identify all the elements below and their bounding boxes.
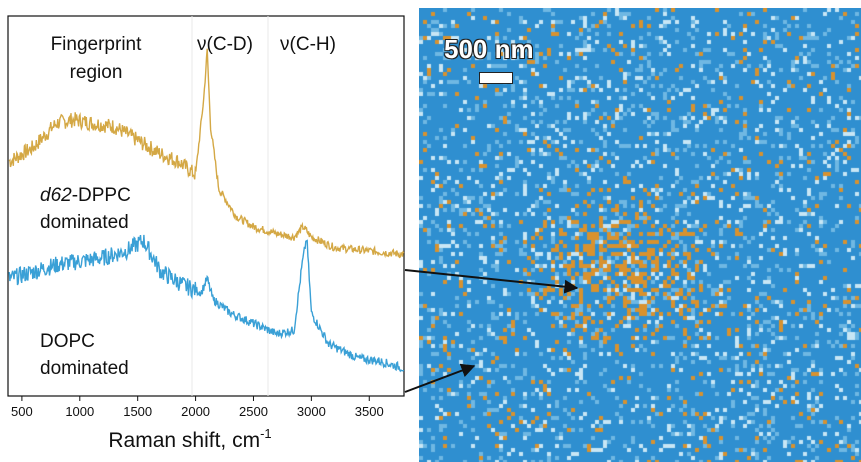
- x-axis-title: Raman shift, cm-1: [108, 426, 271, 452]
- x-tick-label: 2500: [239, 404, 268, 419]
- scale-bar-label: 500 nm: [444, 34, 534, 64]
- x-tick-label: 2000: [181, 404, 210, 419]
- plot-frame: [7, 15, 405, 397]
- cd-peak-label: ν(C-D): [197, 34, 253, 55]
- dppc-label-prefix: d62: [40, 185, 72, 206]
- x-ticks: 500 1000 1500 2000 2500 3000 3500: [11, 396, 384, 419]
- dopc-label-line2: dominated: [40, 358, 129, 379]
- x-tick-label: 1000: [65, 404, 94, 419]
- raman-spectrum-chart: 500 1000 1500 2000 2500 3000 3500 Fingerprint …: [7, 15, 405, 452]
- series-line-dopc: [8, 234, 405, 373]
- dppc-label-line1: d62-DPPC: [40, 185, 131, 206]
- x-tick-label: 3000: [297, 404, 326, 419]
- dopc-label-line1: DOPC: [40, 331, 95, 352]
- fingerprint-label-line1: Fingerprint: [51, 34, 143, 55]
- dppc-label-line2: dominated: [40, 212, 129, 233]
- x-axis-title-sup: -1: [260, 426, 272, 441]
- series-line-dppc: [8, 48, 405, 259]
- scale-bar: [479, 72, 513, 84]
- dppc-label-suffix: -DPPC: [72, 185, 131, 206]
- x-tick-label: 500: [11, 404, 33, 419]
- x-tick-label: 3500: [355, 404, 384, 419]
- series-layer: [8, 48, 405, 373]
- x-axis-title-text: Raman shift, cm: [108, 429, 260, 452]
- x-tick-label: 1500: [123, 404, 152, 419]
- ch-peak-label: ν(C-H): [280, 34, 336, 55]
- raman-map-image: 500 nm: [419, 8, 861, 462]
- fingerprint-label-line2: region: [70, 62, 123, 83]
